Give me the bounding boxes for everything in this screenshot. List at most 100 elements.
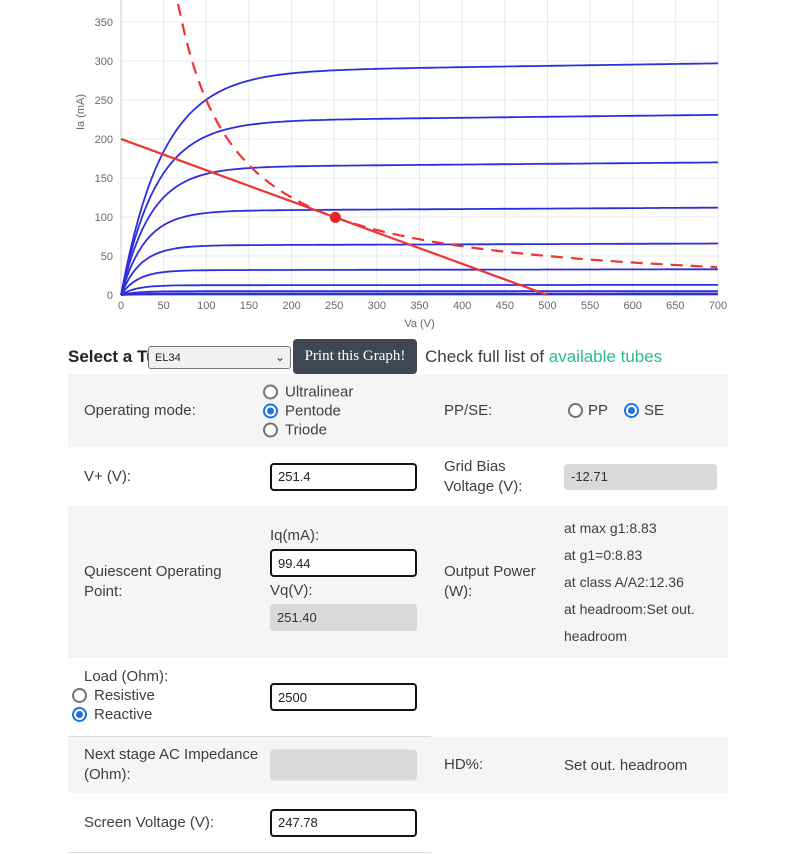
screen-voltage-label: Screen Voltage (V): xyxy=(84,813,215,831)
anode-curve xyxy=(120,206,719,296)
operating-mode-label: Operating mode: xyxy=(84,401,196,419)
ppse-label: PP/SE: xyxy=(444,401,493,419)
hd-label: HD%: xyxy=(444,756,484,773)
radio-triode-label: Triode xyxy=(285,421,327,438)
x-axis-label: Va (V) xyxy=(404,318,434,330)
radio-ultralinear-label: Ultralinear xyxy=(285,383,354,400)
check-list-text: Check full list of available tubes xyxy=(425,339,662,374)
available-tubes-link[interactable]: available tubes xyxy=(548,346,663,366)
anode-curve xyxy=(120,283,718,296)
svg-text:450: 450 xyxy=(496,300,514,312)
quiescent-fields: Iq(mA): Vq(V): 251.40 xyxy=(270,522,417,631)
load-label: Load (Ohm): xyxy=(84,668,169,685)
radio-triode[interactable] xyxy=(263,422,278,437)
next-stage-label: Next stage AC Impedance (Ohm): xyxy=(84,746,259,783)
screen-voltage-input[interactable] xyxy=(270,808,417,837)
radio-option-triode[interactable]: Triode xyxy=(263,420,353,439)
svg-text:600: 600 xyxy=(624,300,642,312)
svg-text:200: 200 xyxy=(282,300,300,312)
radio-resistive-label: Resistive xyxy=(94,687,155,704)
vplus-input[interactable] xyxy=(270,462,417,491)
power-at-class-a: at class A/A2:12.36 xyxy=(564,574,684,590)
svg-text:350: 350 xyxy=(410,300,428,312)
svg-text:300: 300 xyxy=(95,56,113,68)
x-axis-ticks: 0 50 100 150 200 250 300 350 400 450 500 550 600 650 7… xyxy=(118,300,727,312)
svg-text:650: 650 xyxy=(666,300,684,312)
radio-pp[interactable] xyxy=(568,403,583,418)
power-at-headroom: at headroom:Set out. headroom xyxy=(564,601,695,644)
hd-value: Set out. headroom xyxy=(564,756,688,774)
svg-text:150: 150 xyxy=(95,173,113,185)
radio-pentode-label: Pentode xyxy=(285,402,341,419)
iq-label: Iq(mA): xyxy=(270,527,320,544)
output-power-label: Output Power (W): xyxy=(444,563,536,600)
anode-curve xyxy=(120,268,718,296)
y-axis-ticks: 0 50 100 150 200 250 300 350 xyxy=(95,17,113,302)
load-options: Load (Ohm): Resistive Reactive xyxy=(72,667,168,724)
load-input[interactable] xyxy=(270,683,417,711)
svg-text:550: 550 xyxy=(581,300,599,312)
anode-curves xyxy=(120,62,719,296)
operating-mode-radios: Ultralinear Pentode Triode xyxy=(263,382,353,439)
grid-bias-label: Grid Bias Voltage (V): xyxy=(444,457,523,495)
dissipation-curve xyxy=(177,3,718,269)
ppse-radios: PP SE xyxy=(568,374,664,447)
radio-se[interactable] xyxy=(624,403,640,418)
radio-se-label: SE xyxy=(644,402,665,419)
svg-text:0: 0 xyxy=(118,300,124,312)
svg-text:350: 350 xyxy=(95,17,113,29)
tube-curves-chart[interactable]: 0 50 100 150 200 250 300 350 400 450 500 550 600 650 7… xyxy=(0,0,798,335)
form-row-quiescent-point: Quiescent Operating Point: Iq(mA): Vq(V)… xyxy=(68,506,728,658)
radio-pentode[interactable] xyxy=(263,403,278,418)
q-point-marker[interactable] xyxy=(329,211,341,223)
vq-value: 251.40 xyxy=(270,604,417,631)
form-row-vplus: V+ (V): Grid Bias Voltage (V): -12.71 xyxy=(68,447,728,506)
form-row-operating-mode: Operating mode: Ultralinear Pentode Trio… xyxy=(68,374,728,447)
radio-option-ultralinear[interactable]: Ultralinear xyxy=(263,382,353,401)
svg-text:300: 300 xyxy=(368,300,386,312)
vq-label: Vq(V): xyxy=(270,582,313,599)
svg-text:50: 50 xyxy=(158,300,170,312)
anode-curve xyxy=(120,293,718,296)
anode-curve xyxy=(120,290,718,296)
row-divider xyxy=(68,736,431,737)
iq-input[interactable] xyxy=(270,549,417,577)
svg-text:200: 200 xyxy=(95,134,113,146)
form-row-screen-voltage: Screen Voltage (V): xyxy=(68,793,728,852)
grid-bias-value: -12.71 xyxy=(564,463,717,490)
svg-text:100: 100 xyxy=(95,212,113,224)
anode-curve xyxy=(120,113,719,296)
output-power-values: at max g1:8.83 at g1=0:8.83 at class A/A… xyxy=(564,515,728,650)
anode-curve xyxy=(120,62,719,296)
tube-select-wrap: EL34 ⌄ xyxy=(148,346,291,369)
radio-option-se[interactable]: SE xyxy=(624,401,664,420)
power-at-max-g1: at max g1:8.83 xyxy=(564,520,657,536)
row-divider xyxy=(68,852,431,853)
radio-resistive[interactable] xyxy=(72,688,87,703)
radio-option-pp[interactable]: PP xyxy=(568,401,608,420)
svg-text:250: 250 xyxy=(95,95,113,107)
radio-pp-label: PP xyxy=(588,402,609,419)
radio-option-reactive[interactable]: Reactive xyxy=(72,705,168,724)
radio-ultralinear[interactable] xyxy=(263,384,278,399)
next-stage-input-disabled xyxy=(270,749,417,781)
y-axis-label: Ia (mA) xyxy=(75,94,87,130)
form-row-next-stage: Next stage AC Impedance (Ohm): HD%: Set … xyxy=(68,737,728,793)
svg-text:400: 400 xyxy=(453,300,471,312)
form-row-load: Load (Ohm): Resistive Reactive xyxy=(68,658,728,736)
svg-text:500: 500 xyxy=(538,300,556,312)
svg-text:0: 0 xyxy=(107,290,113,302)
svg-text:250: 250 xyxy=(325,300,343,312)
radio-option-pentode[interactable]: Pentode xyxy=(263,401,353,420)
check-list-prefix: Check full list of xyxy=(425,346,549,366)
radio-option-resistive[interactable]: Resistive xyxy=(72,686,168,705)
svg-text:50: 50 xyxy=(101,251,113,263)
tube-select[interactable]: EL34 xyxy=(148,346,291,369)
radio-reactive-label: Reactive xyxy=(94,706,153,723)
power-at-g1-0: at g1=0:8.83 xyxy=(564,547,643,563)
svg-text:700: 700 xyxy=(709,300,727,312)
radio-reactive[interactable] xyxy=(72,707,87,722)
print-graph-button[interactable]: Print this Graph! xyxy=(293,339,417,374)
anode-curve xyxy=(120,161,718,296)
